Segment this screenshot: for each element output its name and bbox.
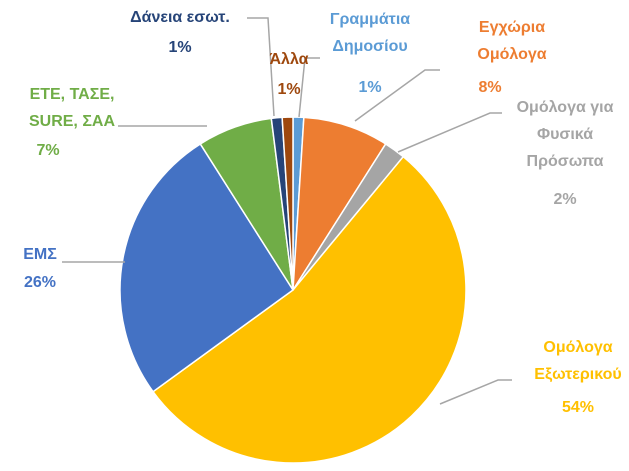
pie-slice bbox=[151, 155, 467, 464]
leader-line bbox=[298, 57, 320, 118]
slice-label: ΕΤΕ, ΤΑΣΕ, SURE, ΣΑΑ bbox=[28, 86, 116, 130]
slice-percent: 8% bbox=[478, 79, 502, 96]
slice-label: Άλλα bbox=[269, 51, 309, 68]
slice-percent: 26% bbox=[23, 274, 57, 291]
slice-percent: 2% bbox=[553, 191, 577, 208]
pie-slice bbox=[281, 116, 294, 291]
leader-line bbox=[397, 112, 502, 153]
slice-percent: 1% bbox=[277, 81, 301, 98]
slice-percent: 1% bbox=[358, 79, 382, 96]
slice-percent: 54% bbox=[561, 399, 595, 416]
slice-label: Εγχώρια Ομόλογα bbox=[477, 19, 547, 63]
pie-slice bbox=[119, 142, 295, 393]
slice-label: Δάνεια εσωτ. bbox=[130, 9, 230, 26]
leader-line bbox=[247, 17, 275, 117]
slice-percent: 1% bbox=[168, 39, 192, 56]
slice-label: ΕΜΣ bbox=[23, 246, 57, 263]
slice-percent: 7% bbox=[36, 142, 60, 159]
leader-line bbox=[354, 69, 440, 122]
slice-label: Ομόλογα για Φυσικά Πρόσωπα bbox=[516, 99, 614, 170]
leader-line bbox=[439, 379, 512, 405]
slice-label: Γραμμάτια Δημοσίου bbox=[329, 11, 411, 55]
slice-label: Ομόλογα Εξωτερικού bbox=[534, 339, 622, 383]
